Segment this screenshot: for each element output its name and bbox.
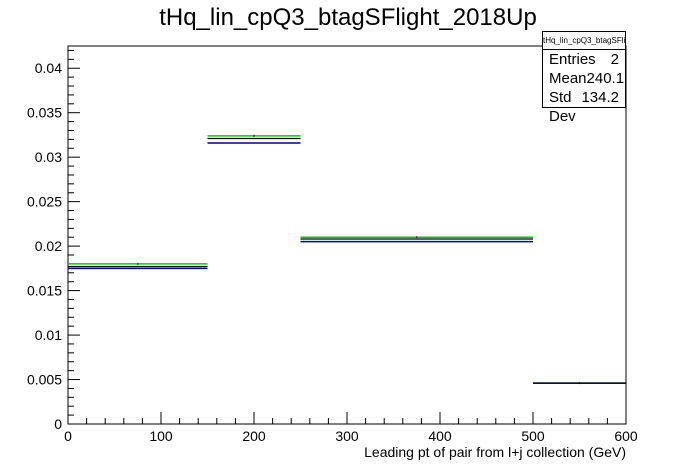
tick-labels: 0 0.005 0.01 0.015 0.02 0.025 0.03 0.035 0.04 0 10…	[27, 60, 638, 444]
histogram-bins	[68, 134, 626, 385]
y-tick-label: 0	[54, 416, 62, 432]
stats-row-stddev: Std Dev 134.2	[543, 88, 625, 125]
stats-row-mean: Mean 240.1	[543, 69, 625, 88]
y-tick-label: 0.02	[35, 238, 62, 254]
stats-header: tHq_lin_cpQ3_btagSFlight_2018Up	[543, 32, 625, 50]
stats-value: 134.2	[581, 89, 619, 106]
x-tick-label: 500	[521, 428, 545, 444]
stats-value: 2	[610, 51, 619, 68]
x-tick-label: 100	[149, 428, 173, 444]
y-tick-label: 0.01	[35, 327, 62, 343]
stats-box: tHq_lin_cpQ3_btagSFlight_2018Up Entries …	[542, 31, 626, 125]
stats-label: Std Dev	[549, 89, 576, 125]
stats-label: Entries	[549, 51, 596, 68]
x-tick-label: 300	[335, 428, 359, 444]
stats-label: Mean	[549, 70, 587, 87]
y-tick-label: 0.035	[27, 105, 62, 121]
y-tick-label: 0.005	[27, 372, 62, 388]
x-tick-label: 200	[242, 428, 266, 444]
x-axis-label: Leading pt of pair from l+j collection (…	[364, 444, 626, 460]
x-tick-label: 600	[614, 428, 638, 444]
chart-title: tHq_lin_cpQ3_btagSFlight_2018Up	[159, 4, 537, 31]
x-tick-label: 400	[428, 428, 452, 444]
stats-value: 240.1	[586, 70, 625, 87]
y-tick-label: 0.03	[35, 149, 62, 165]
stats-row-entries: Entries 2	[543, 50, 625, 69]
y-tick-label: 0.04	[35, 60, 62, 76]
y-tick-label: 0.015	[27, 283, 62, 299]
x-tick-label: 0	[64, 428, 72, 444]
y-tick-label: 0.025	[27, 194, 62, 210]
